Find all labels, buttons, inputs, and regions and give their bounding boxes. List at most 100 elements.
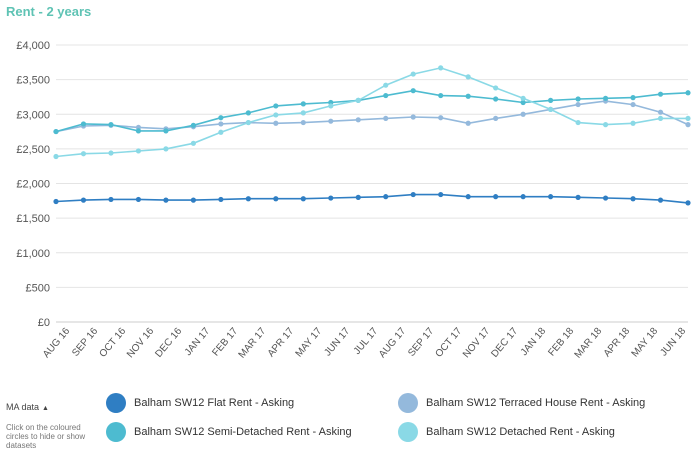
data-point[interactable]	[493, 96, 499, 102]
data-point[interactable]	[575, 119, 581, 126]
data-point[interactable]	[685, 122, 691, 128]
data-point[interactable]	[465, 74, 471, 80]
data-point[interactable]	[575, 101, 581, 108]
data-point[interactable]	[80, 151, 87, 157]
data-point[interactable]	[300, 110, 306, 116]
data-point[interactable]	[520, 95, 526, 101]
data-point[interactable]	[273, 196, 279, 202]
data-point[interactable]	[135, 196, 142, 203]
data-point[interactable]	[355, 117, 361, 123]
data-point[interactable]	[493, 115, 499, 122]
legend-item-flat[interactable]: Balham SW12 Flat Rent - Asking	[106, 393, 294, 413]
data-point[interactable]	[108, 122, 114, 128]
data-point[interactable]	[163, 146, 169, 152]
data-point[interactable]	[218, 115, 224, 121]
data-point[interactable]	[300, 101, 306, 107]
data-point[interactable]	[328, 103, 334, 109]
data-point[interactable]	[410, 114, 416, 120]
data-point[interactable]	[273, 112, 279, 118]
data-point[interactable]	[630, 120, 636, 126]
data-point[interactable]	[657, 197, 664, 203]
data-point[interactable]	[438, 115, 444, 121]
data-point[interactable]	[218, 121, 224, 127]
x-tick-label: MAY 17	[294, 326, 325, 360]
data-point[interactable]	[465, 93, 471, 99]
data-point[interactable]	[493, 85, 499, 91]
data-point[interactable]	[410, 71, 416, 77]
data-point[interactable]	[135, 148, 142, 154]
data-point[interactable]	[355, 194, 361, 200]
legend-dot-terraced[interactable]	[398, 393, 418, 413]
data-point[interactable]	[218, 196, 224, 203]
x-tick-label: SEP 16	[70, 326, 100, 359]
data-point[interactable]	[657, 115, 664, 122]
data-point[interactable]	[410, 88, 416, 94]
data-point[interactable]	[438, 92, 444, 99]
data-point[interactable]	[685, 115, 691, 122]
data-point[interactable]	[602, 95, 609, 101]
data-point[interactable]	[108, 150, 114, 156]
data-point[interactable]	[383, 82, 389, 88]
data-point[interactable]	[108, 196, 114, 203]
data-point[interactable]	[163, 197, 169, 203]
data-point[interactable]	[685, 90, 691, 96]
data-point[interactable]	[245, 119, 251, 126]
data-point[interactable]	[355, 97, 361, 103]
legend-item-detached[interactable]: Balham SW12 Detached Rent - Asking	[398, 422, 615, 442]
data-point[interactable]	[465, 194, 471, 200]
data-point[interactable]	[80, 121, 87, 127]
data-point[interactable]	[53, 128, 59, 135]
data-point[interactable]	[438, 65, 444, 71]
data-point[interactable]	[273, 120, 279, 126]
legend-label-detached: Balham SW12 Detached Rent - Asking	[426, 426, 615, 438]
legend-dot-flat[interactable]	[106, 393, 126, 413]
data-point[interactable]	[218, 129, 224, 135]
legend-item-terraced[interactable]: Balham SW12 Terraced House Rent - Asking	[398, 393, 645, 413]
legend-dot-semi-detached[interactable]	[106, 422, 126, 442]
x-tick-label: OCT 16	[97, 326, 128, 360]
data-point[interactable]	[630, 101, 636, 108]
data-point[interactable]	[383, 194, 389, 200]
data-point[interactable]	[273, 103, 279, 109]
data-point[interactable]	[548, 106, 554, 113]
data-point[interactable]	[548, 97, 554, 103]
data-point[interactable]	[602, 122, 609, 128]
data-point[interactable]	[383, 92, 389, 99]
data-point[interactable]	[657, 109, 664, 115]
data-point[interactable]	[493, 194, 499, 200]
data-point[interactable]	[520, 111, 526, 117]
data-point[interactable]	[685, 200, 691, 206]
data-point[interactable]	[657, 91, 664, 97]
data-point[interactable]	[163, 128, 169, 134]
data-point[interactable]	[630, 95, 636, 101]
data-point[interactable]	[190, 197, 196, 203]
data-point[interactable]	[548, 194, 554, 200]
data-point[interactable]	[53, 198, 59, 205]
data-point[interactable]	[602, 195, 609, 201]
data-point[interactable]	[383, 115, 389, 122]
data-point[interactable]	[245, 196, 251, 202]
data-point[interactable]	[575, 96, 581, 102]
data-point[interactable]	[190, 122, 196, 128]
legend-dot-detached[interactable]	[398, 422, 418, 442]
ma-data-toggle[interactable]: MA data ▲	[6, 402, 49, 412]
data-point[interactable]	[438, 191, 444, 198]
data-point[interactable]	[575, 194, 581, 200]
data-point[interactable]	[328, 195, 334, 201]
data-point[interactable]	[520, 194, 526, 200]
data-point[interactable]	[465, 120, 471, 126]
legend-item-semi-detached[interactable]: Balham SW12 Semi-Detached Rent - Asking	[106, 422, 352, 442]
data-point[interactable]	[630, 196, 636, 202]
data-point[interactable]	[328, 118, 334, 124]
data-point[interactable]	[53, 153, 59, 160]
data-point[interactable]	[300, 196, 306, 202]
data-point[interactable]	[410, 191, 416, 198]
data-point[interactable]	[300, 119, 306, 126]
data-point[interactable]	[80, 197, 87, 203]
data-point[interactable]	[245, 110, 251, 116]
data-point[interactable]	[520, 99, 526, 106]
data-point[interactable]	[190, 140, 196, 146]
x-tick-label: JUN 18	[658, 326, 688, 359]
data-point[interactable]	[135, 128, 142, 134]
